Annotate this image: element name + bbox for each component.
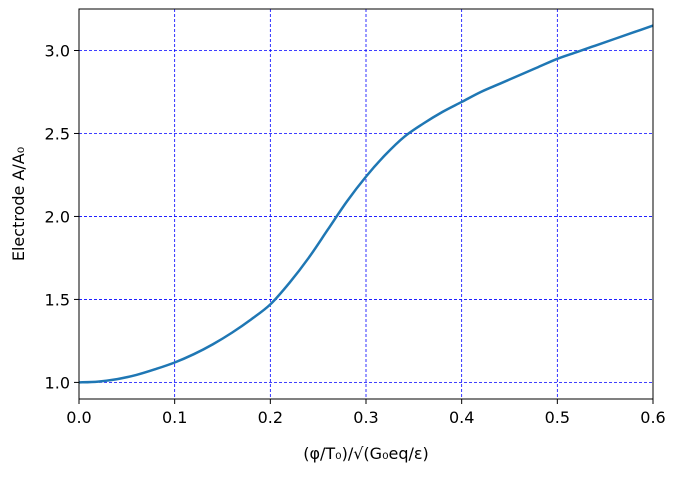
x-axis-label: (φ/T₀)/√(G₀eq/ε)	[303, 444, 429, 463]
x-axis-ticks: 0.0 0.1 0.2 0.3 0.4 0.5 0.6	[66, 399, 666, 427]
series-group	[78, 24, 654, 384]
x-tick-label: 0.2	[258, 408, 283, 427]
y-tick-label: 1.0	[45, 373, 70, 392]
x-tick-label: 0.0	[66, 408, 91, 427]
y-tick-label: 3.0	[45, 41, 70, 60]
y-axis-ticks: 1.0 1.5 2.0 2.5 3.0	[45, 41, 79, 392]
x-tick-label: 0.5	[545, 408, 570, 427]
y-tick-label: 2.0	[45, 207, 70, 226]
x-tick-label: 0.6	[640, 408, 665, 427]
x-tick-label: 0.4	[449, 408, 474, 427]
x-tick-label: 0.1	[162, 408, 187, 427]
series-line	[78, 24, 654, 384]
y-tick-label: 2.5	[45, 124, 70, 143]
y-axis-label: Electrode A/A₀	[9, 147, 28, 261]
y-tick-label: 1.5	[45, 290, 70, 309]
grid-lines	[79, 9, 653, 399]
x-tick-label: 0.3	[353, 408, 378, 427]
